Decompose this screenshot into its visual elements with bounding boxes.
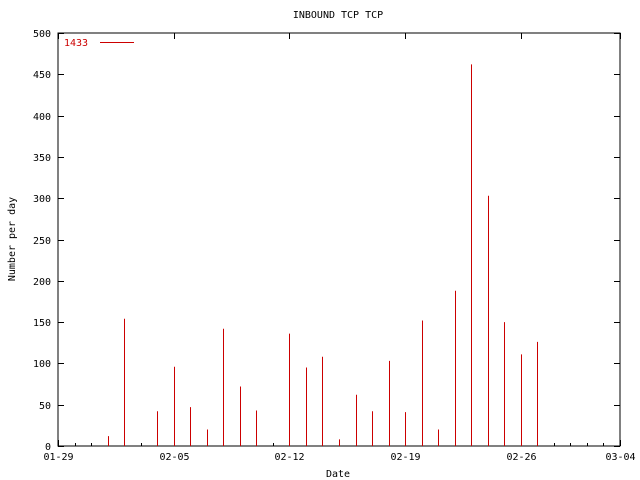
y-tick-label: 250	[33, 236, 51, 247]
x-axis: 01-29 02-05 02-12 02-19 02-26 03-04	[43, 33, 636, 463]
x-axis-label: Date	[326, 469, 350, 480]
legend-label: 1433	[64, 38, 88, 49]
y-tick-label: 0	[45, 442, 51, 453]
y-tick-label: 150	[33, 318, 51, 329]
legend: 1433	[64, 38, 134, 49]
y-tick-label: 100	[33, 359, 51, 370]
x-tick-label: 02-05	[159, 452, 189, 463]
y-axis: 0 50 100 150 200 250 300 350 400 450 500	[33, 29, 620, 453]
y-tick-label: 350	[33, 153, 51, 164]
y-tick-label: 50	[39, 401, 51, 412]
y-tick-label: 300	[33, 194, 51, 205]
y-tick-label: 200	[33, 277, 51, 288]
y-axis-label: Number per day	[7, 197, 18, 281]
plot-frame	[57, 32, 621, 447]
y-tick-label: 500	[33, 29, 51, 40]
y-tick-label: 400	[33, 112, 51, 123]
x-tick-label: 02-19	[390, 452, 420, 463]
y-tick-label: 450	[33, 70, 51, 81]
bar-series	[108, 64, 538, 446]
x-tick-label: 02-12	[274, 452, 304, 463]
x-tick-label: 02-26	[506, 452, 536, 463]
chart-title: INBOUND TCP TCP	[293, 10, 383, 21]
x-tick-label: 01-29	[43, 452, 73, 463]
x-tick-label: 03-04	[605, 452, 635, 463]
